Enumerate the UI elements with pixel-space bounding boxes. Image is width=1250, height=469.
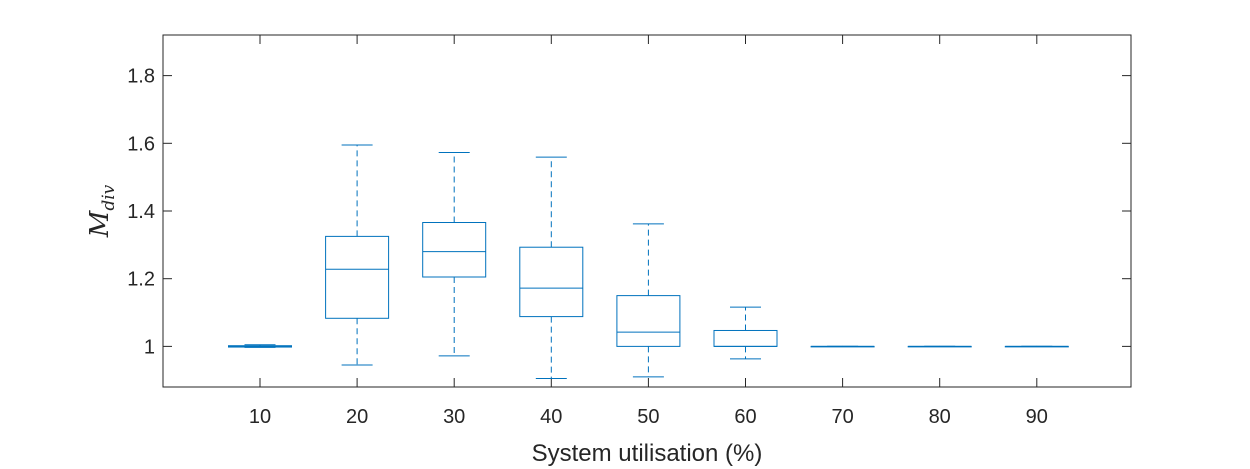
x-tick-label: 90 (1026, 406, 1048, 428)
boxes-group (228, 144, 1069, 380)
x-tick-label: 30 (443, 406, 465, 428)
svg-text:Mdiv: Mdiv (85, 184, 119, 238)
iqr-box (616, 295, 681, 347)
iqr-box (422, 222, 487, 278)
y-axis-ticks: 1 1.2 1.4 1.6 1.8 (127, 66, 1131, 358)
box-70 (810, 345, 875, 348)
y-axis-title: Mdiv (85, 184, 119, 238)
y-tick-label: 1.8 (127, 66, 155, 88)
y-tick-label: 1.2 (127, 269, 155, 291)
x-tick-label: 80 (929, 406, 951, 428)
iqr-box (519, 246, 584, 318)
box-20 (325, 144, 390, 366)
box-10 (228, 344, 292, 348)
y-tick-label: 1 (144, 336, 155, 358)
x-tick-label: 70 (831, 406, 853, 428)
y-tick-label: 1.6 (127, 133, 155, 155)
box-30 (422, 151, 487, 357)
plot-area (162, 34, 1132, 388)
x-tick-label: 60 (734, 406, 756, 428)
box-40 (519, 156, 584, 380)
x-tick-label: 40 (540, 406, 562, 428)
x-axis-title: System utilisation (%) (532, 440, 763, 467)
box-50 (616, 223, 681, 378)
x-tick-label: 50 (637, 406, 659, 428)
y-tick-label: 1.4 (127, 201, 155, 223)
box-60 (713, 306, 778, 360)
x-tick-label: 20 (346, 406, 368, 428)
y-axis-title-sub: div (99, 184, 119, 210)
box-90 (1004, 345, 1069, 348)
box-80 (907, 345, 972, 348)
x-axis-ticks: 10 20 30 40 50 60 70 80 90 (249, 35, 1048, 428)
y-axis-title-main: M (85, 209, 115, 238)
iqr-box (325, 235, 390, 319)
x-tick-label: 10 (249, 406, 271, 428)
